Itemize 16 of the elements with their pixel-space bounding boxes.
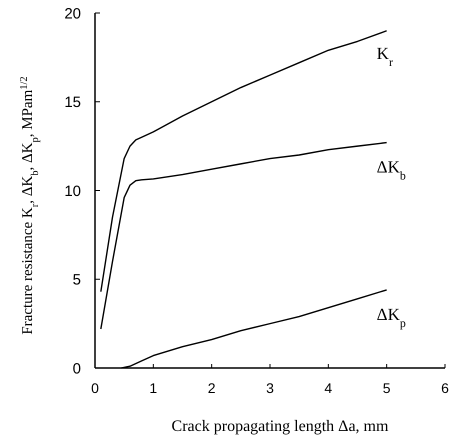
x-tick-label: 5 — [382, 380, 391, 396]
x-tick-label: 1 — [149, 380, 158, 396]
x-tick-label: 3 — [266, 380, 274, 396]
series-label: K$_{r}$ — [376, 44, 393, 69]
x-axis-title: Crack propagating length Δa, mm — [172, 418, 389, 435]
x-tick-label: 0 — [91, 380, 100, 396]
y-tick-label: 15 — [64, 94, 81, 111]
y-tick-label: 0 — [72, 360, 81, 378]
x-tick-label: 2 — [208, 380, 216, 396]
x-tick-label: 4 — [324, 380, 332, 396]
y-tick-label: 10 — [64, 182, 81, 200]
y-tick-label: 5 — [72, 272, 81, 288]
y-tick-label: 20 — [64, 5, 81, 22]
series-label: ΔK$_{p}$ — [376, 304, 406, 330]
series-label: ΔK$_{b}$ — [376, 158, 406, 183]
x-tick-label: 6 — [441, 380, 450, 396]
